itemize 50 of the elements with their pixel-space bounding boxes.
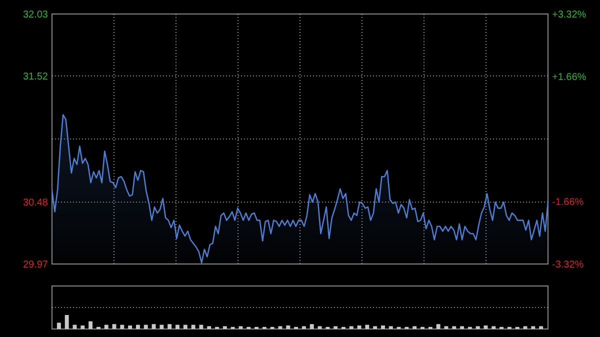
bar bbox=[160, 324, 164, 329]
bar bbox=[136, 324, 140, 329]
bar bbox=[112, 324, 116, 329]
bar bbox=[460, 326, 464, 329]
bar bbox=[191, 324, 196, 329]
bar bbox=[207, 326, 212, 329]
bar bbox=[357, 326, 362, 329]
bar bbox=[349, 326, 354, 329]
y2-tick-label: +1.66% bbox=[552, 72, 586, 83]
bar bbox=[64, 315, 69, 329]
y-tick-label: 32.03 bbox=[22, 10, 48, 20]
bar bbox=[222, 326, 227, 329]
bar bbox=[388, 326, 393, 329]
bar bbox=[318, 326, 322, 329]
y-tick-label: 29.97 bbox=[22, 260, 48, 270]
y-tick-label: 30.48 bbox=[22, 198, 48, 209]
bar bbox=[199, 324, 204, 329]
bar bbox=[334, 326, 338, 329]
bar bbox=[144, 324, 148, 329]
bar bbox=[523, 326, 528, 329]
bar bbox=[56, 322, 61, 329]
bar bbox=[238, 326, 243, 329]
bar bbox=[120, 324, 124, 329]
bar bbox=[286, 326, 290, 329]
y2-tick-label: +3.32% bbox=[552, 10, 586, 20]
bar bbox=[444, 326, 448, 329]
bar bbox=[176, 324, 180, 329]
bar bbox=[476, 326, 480, 329]
y2-tick-label: -1.66% bbox=[552, 197, 584, 208]
bar bbox=[381, 326, 385, 329]
bar bbox=[302, 326, 306, 329]
bar bbox=[168, 324, 172, 329]
bar bbox=[278, 326, 282, 329]
bar bbox=[436, 324, 440, 329]
bar bbox=[365, 324, 370, 329]
bar bbox=[152, 324, 156, 329]
bar bbox=[531, 326, 536, 329]
bar bbox=[492, 326, 496, 329]
bar bbox=[80, 326, 85, 329]
bar bbox=[88, 321, 93, 329]
bar bbox=[104, 324, 108, 329]
y-tick-label: 31.52 bbox=[22, 71, 48, 82]
bar bbox=[539, 326, 544, 329]
bar bbox=[183, 324, 188, 329]
bar bbox=[128, 326, 132, 329]
bar bbox=[310, 324, 314, 329]
bar bbox=[373, 326, 378, 329]
bar bbox=[412, 326, 417, 329]
y2-tick-label: -3.32% bbox=[552, 260, 584, 270]
bar bbox=[452, 326, 456, 329]
